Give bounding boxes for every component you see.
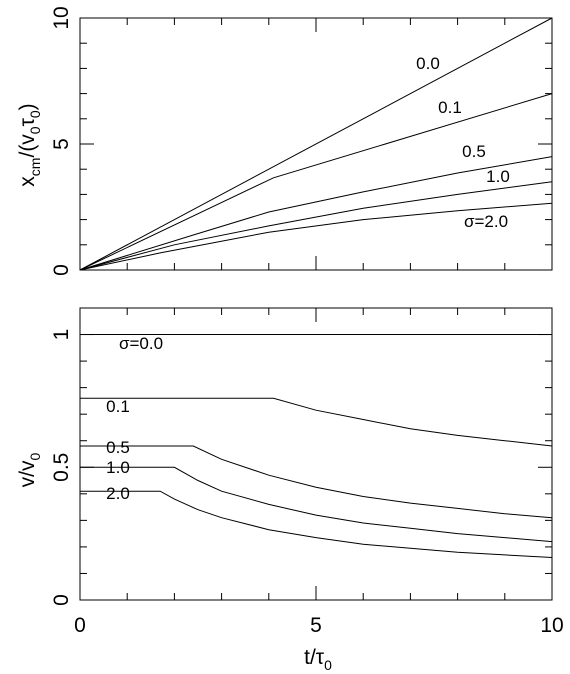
x-tick-label: 0 xyxy=(74,614,86,637)
x-tick-label: 5 xyxy=(310,614,322,637)
curve-label: 1.0 xyxy=(486,167,510,186)
curve-label: σ=0.0 xyxy=(119,334,163,353)
series-line xyxy=(80,445,553,519)
series-line xyxy=(80,490,553,558)
curve-label: 0.5 xyxy=(462,142,486,161)
series-line xyxy=(79,156,553,271)
curve-label: 0.0 xyxy=(416,54,440,73)
y-tick-label: 1 xyxy=(50,329,73,341)
y-tick-label: 10 xyxy=(50,6,73,29)
y-tick-label: 0.5 xyxy=(50,453,73,482)
curve-label: 1.0 xyxy=(106,458,130,477)
series-line xyxy=(80,466,553,543)
series-line xyxy=(79,181,553,271)
x-tick-label: 10 xyxy=(540,614,563,637)
series-line xyxy=(79,202,553,271)
y-tick-label: 5 xyxy=(50,138,73,150)
bottom-xlabel: t/τ0 xyxy=(304,646,332,673)
curve-label: 0.5 xyxy=(106,438,130,457)
top-panel: 0 5 10 0.0 0.1 0.51.0 σ=2.0 xyxy=(50,6,553,276)
bottom-ylabel: v/v0 xyxy=(16,452,43,487)
series-line xyxy=(79,93,553,271)
curve-label: 2.0 xyxy=(106,484,130,503)
y-tick-label: 0 xyxy=(50,264,73,276)
curve-label: σ=2.0 xyxy=(464,212,508,231)
series-line xyxy=(80,397,553,447)
curve-label: 0.1 xyxy=(438,98,462,117)
series-line xyxy=(79,17,553,271)
top-ylabel: xcm/(v0τ0) xyxy=(16,103,43,186)
y-tick-label: 0 xyxy=(50,594,73,606)
curve-label: 0.1 xyxy=(106,397,130,416)
